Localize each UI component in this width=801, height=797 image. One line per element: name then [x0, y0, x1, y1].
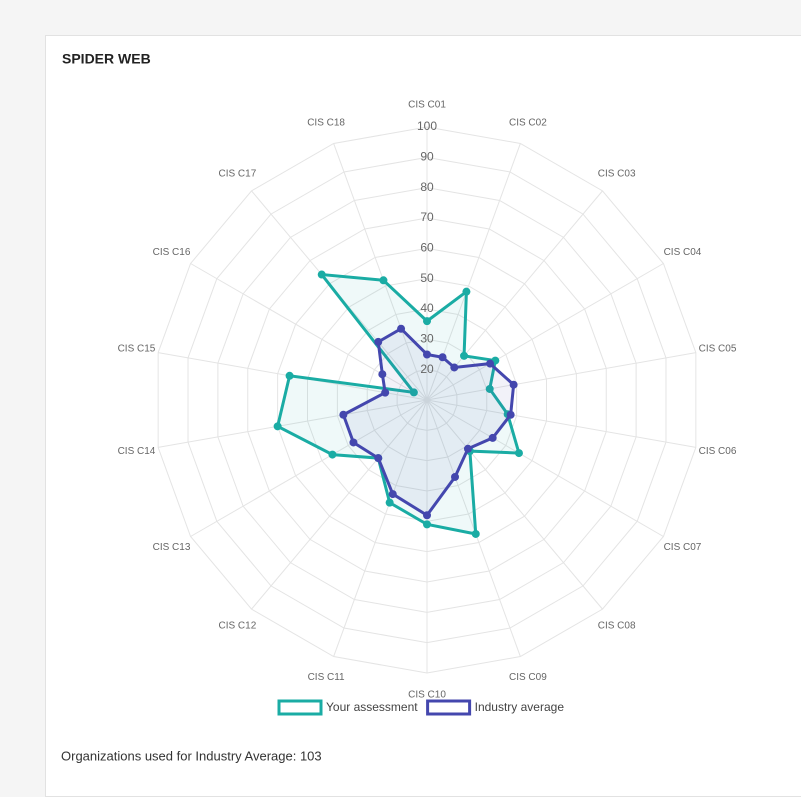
spoke	[426, 263, 664, 401]
axis-label: CIS C08	[598, 621, 636, 632]
r-tick-label: 50	[420, 271, 434, 285]
point	[317, 270, 326, 279]
point	[385, 498, 394, 507]
point	[471, 529, 480, 538]
spoke	[426, 352, 696, 401]
point	[460, 351, 469, 360]
r-tick-label: 40	[420, 301, 434, 315]
point	[463, 444, 472, 453]
axis-label: CIS C15	[118, 343, 156, 354]
r-tick-label: 80	[420, 180, 434, 194]
point	[485, 384, 494, 393]
point	[409, 388, 418, 397]
footnote: Organizations used for Industry Average:…	[61, 748, 322, 763]
point	[423, 520, 431, 529]
point	[381, 388, 390, 397]
point	[339, 410, 348, 419]
point	[450, 363, 459, 372]
axis-label: CIS C02	[509, 117, 547, 128]
axis-label: CIS C09	[509, 672, 547, 683]
point	[388, 490, 397, 499]
axis-label: CIS C01	[408, 100, 446, 111]
point	[285, 371, 294, 380]
spoke	[251, 399, 428, 610]
spoke	[190, 399, 428, 537]
point	[378, 370, 387, 379]
point	[451, 472, 460, 481]
axis-label: CIS C06	[699, 446, 737, 457]
point	[514, 449, 523, 458]
axis-label: CIS C12	[218, 621, 256, 632]
spoke	[333, 399, 428, 657]
r-tick-label: 100	[417, 119, 437, 133]
axis-label: CIS C04	[664, 247, 702, 258]
point	[423, 350, 431, 359]
spoke	[190, 263, 428, 401]
point	[397, 324, 406, 333]
card	[45, 35, 801, 797]
point	[506, 410, 515, 419]
point	[423, 511, 431, 520]
spoke	[333, 143, 428, 401]
point	[328, 450, 337, 459]
legend-label: Your assessment	[326, 700, 418, 714]
chart-title: SPIDER WEB	[62, 51, 151, 67]
r-tick-label: 90	[420, 150, 434, 164]
axis-label: CIS C16	[153, 247, 191, 258]
point	[379, 276, 388, 285]
axis-label: CIS C07	[664, 542, 702, 553]
axis-label: CIS C14	[118, 446, 156, 457]
axis-label: CIS C13	[153, 542, 191, 553]
spoke	[158, 399, 428, 448]
point	[488, 433, 497, 442]
legend-label: Industry average	[475, 700, 565, 714]
r-tick-label: 30	[420, 332, 434, 346]
r-tick-label: 60	[420, 241, 434, 255]
point	[349, 438, 358, 447]
point	[462, 287, 471, 296]
page: {"chart_data": {"type": "radar", "title"…	[45, 35, 801, 797]
axis-label: CIS C10	[408, 690, 446, 701]
legend-swatch	[426, 699, 472, 716]
point	[509, 380, 518, 389]
point	[438, 353, 447, 362]
point	[423, 317, 431, 326]
axis-label: CIS C03	[598, 169, 636, 180]
legend-swatch	[277, 699, 323, 716]
spoke	[426, 399, 664, 537]
axis-label: CIS C18	[307, 117, 345, 128]
axis-label: CIS C17	[218, 169, 256, 180]
r-tick-label: 70	[420, 210, 434, 224]
spoke	[426, 399, 696, 448]
axis-label: CIS C11	[308, 672, 345, 683]
point	[273, 422, 282, 431]
axis-label: CIS C05	[699, 343, 737, 354]
point	[374, 454, 383, 463]
r-tick-label: 20	[420, 362, 434, 376]
chart: SPIDER WEB Organizations used for Indust…	[61, 51, 737, 764]
point	[374, 337, 383, 346]
spoke	[426, 399, 521, 657]
point	[486, 359, 495, 368]
spoke	[426, 399, 603, 610]
